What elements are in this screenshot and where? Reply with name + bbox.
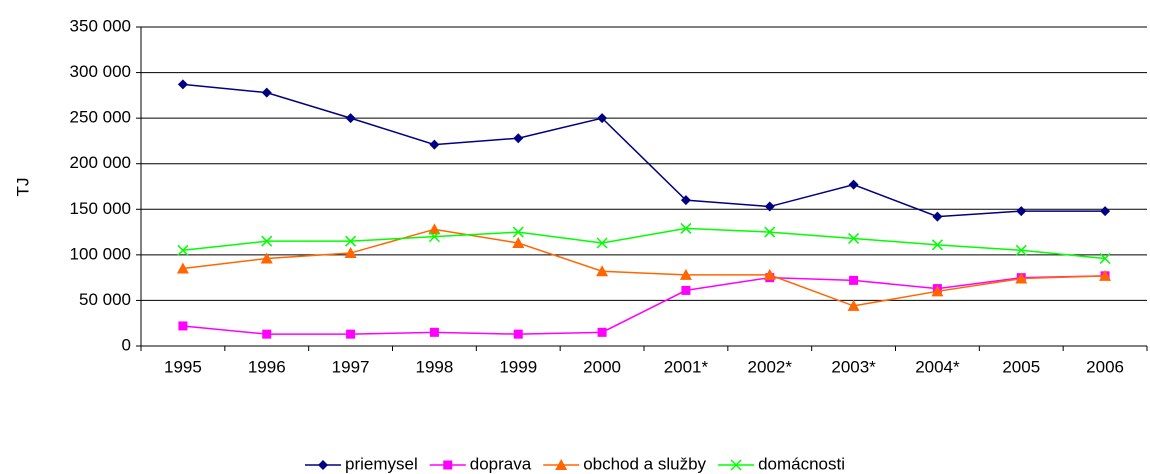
- marker: [429, 327, 439, 337]
- marker: [262, 329, 272, 339]
- legend-label: priemysel: [345, 454, 418, 473]
- x-tick-label: 2001*: [664, 357, 709, 376]
- x-tick-label: 2003*: [831, 357, 876, 376]
- legend-marker: [443, 460, 453, 470]
- y-axis-label: TJ: [13, 178, 32, 197]
- x-tick-label: 1996: [248, 357, 286, 376]
- marker: [429, 139, 440, 150]
- marker: [679, 268, 692, 280]
- marker: [931, 239, 943, 251]
- legend-marker: [730, 459, 742, 471]
- marker: [345, 235, 357, 247]
- marker: [1099, 252, 1111, 265]
- marker: [176, 262, 189, 274]
- x-tick-label: 2002*: [748, 357, 793, 376]
- marker: [428, 223, 441, 235]
- x-tick-label: 1999: [499, 357, 537, 376]
- y-tick-label: 350 000: [70, 16, 131, 35]
- marker: [345, 113, 356, 124]
- marker: [681, 285, 691, 295]
- y-tick-label: 0: [122, 335, 131, 354]
- marker: [1015, 244, 1027, 256]
- x-tick-label: 1995: [164, 357, 202, 376]
- marker: [849, 275, 859, 285]
- legend-label: obchod a služby: [583, 454, 706, 473]
- marker: [260, 252, 273, 264]
- x-tick-label: 1997: [332, 357, 370, 376]
- y-tick-label: 150 000: [70, 199, 131, 218]
- marker: [1099, 269, 1112, 281]
- legend: priemysel doprava obchod a služby domácnost…: [305, 454, 845, 473]
- marker: [512, 237, 525, 249]
- legend-label: doprava: [470, 454, 532, 473]
- x-tick-label: 1998: [416, 357, 454, 376]
- marker: [1015, 272, 1028, 284]
- marker: [764, 201, 775, 212]
- series-line: [182, 228, 1106, 307]
- x-tick-label: 2006: [1086, 357, 1124, 376]
- marker: [932, 211, 943, 222]
- marker: [428, 231, 440, 243]
- marker: [680, 222, 692, 234]
- marker: [1016, 206, 1027, 217]
- marker: [512, 226, 524, 238]
- marker: [178, 321, 188, 331]
- marker: [931, 285, 944, 297]
- marker: [513, 133, 524, 144]
- marker: [261, 87, 272, 98]
- y-tick-label: 50 000: [79, 290, 131, 309]
- y-tick-label: 300 000: [70, 62, 131, 81]
- y-tick-label: 250 000: [70, 108, 131, 127]
- marker: [597, 327, 607, 337]
- marker: [344, 247, 357, 259]
- marker: [680, 195, 691, 206]
- marker: [848, 232, 860, 244]
- marker: [177, 244, 189, 256]
- marker: [848, 179, 859, 190]
- legend-marker: [318, 460, 328, 470]
- x-tick-label: 2000: [583, 357, 621, 376]
- series-line: [182, 83, 1106, 218]
- marker: [177, 79, 188, 90]
- y-tick-label: 200 000: [70, 153, 131, 172]
- x-tick-label: 2004*: [915, 357, 960, 376]
- legend-label: domácnosti: [758, 454, 845, 473]
- marker: [1100, 206, 1111, 217]
- marker: [261, 235, 273, 247]
- marker: [513, 329, 523, 339]
- series-line: [182, 227, 1106, 260]
- marker: [847, 299, 860, 311]
- y-tick-label: 100 000: [70, 244, 131, 263]
- marker: [596, 237, 608, 249]
- marker: [346, 329, 356, 339]
- legend-marker: [555, 459, 568, 470]
- marker: [764, 226, 776, 238]
- marker: [763, 268, 776, 280]
- x-tick-label: 2005: [1002, 357, 1040, 376]
- marker: [596, 265, 609, 277]
- series-line: [182, 275, 1106, 335]
- marker: [597, 113, 608, 124]
